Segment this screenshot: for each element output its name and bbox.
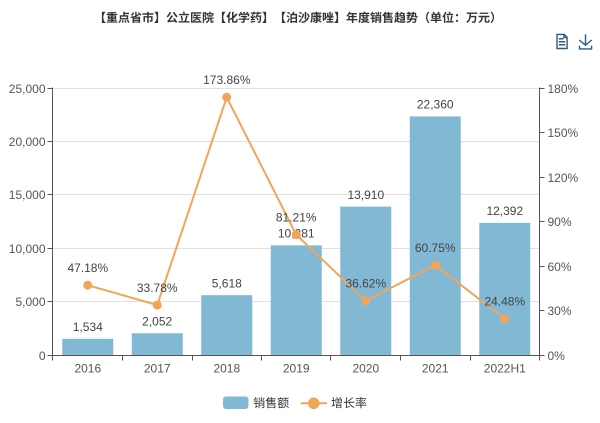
svg-text:2022H1: 2022H1 xyxy=(484,361,526,375)
svg-text:30%: 30% xyxy=(548,304,572,318)
svg-text:47.18%: 47.18% xyxy=(67,261,108,275)
svg-text:5,000: 5,000 xyxy=(15,295,45,309)
svg-text:0: 0 xyxy=(39,349,46,363)
svg-text:90%: 90% xyxy=(548,215,572,229)
svg-text:1,534: 1,534 xyxy=(73,320,103,334)
svg-text:180%: 180% xyxy=(548,82,579,96)
svg-text:13,910: 13,910 xyxy=(347,188,384,202)
svg-text:173.86%: 173.86% xyxy=(203,73,251,87)
svg-text:60%: 60% xyxy=(548,260,572,274)
svg-text:2019: 2019 xyxy=(283,361,310,375)
svg-text:22,360: 22,360 xyxy=(417,98,454,112)
svg-text:33.78%: 33.78% xyxy=(137,281,178,295)
svg-text:24.48%: 24.48% xyxy=(484,295,525,309)
svg-text:2021: 2021 xyxy=(422,361,449,375)
svg-text:2,052: 2,052 xyxy=(142,315,172,329)
svg-text:120%: 120% xyxy=(548,171,579,185)
svg-text:2020: 2020 xyxy=(352,361,379,375)
svg-text:20,000: 20,000 xyxy=(9,135,46,149)
svg-text:15,000: 15,000 xyxy=(9,188,46,202)
svg-text:12,392: 12,392 xyxy=(486,204,523,218)
svg-text:0%: 0% xyxy=(548,349,566,363)
svg-text:25,000: 25,000 xyxy=(9,82,46,96)
svg-text:2018: 2018 xyxy=(213,361,240,375)
svg-text:10,000: 10,000 xyxy=(9,242,46,256)
svg-text:81.21%: 81.21% xyxy=(276,211,317,225)
svg-text:60.75%: 60.75% xyxy=(415,241,456,255)
svg-text:150%: 150% xyxy=(548,126,579,140)
svg-text:5,618: 5,618 xyxy=(212,276,242,290)
svg-text:36.62%: 36.62% xyxy=(345,277,386,291)
svg-text:2016: 2016 xyxy=(74,361,101,375)
svg-text:2017: 2017 xyxy=(144,361,171,375)
